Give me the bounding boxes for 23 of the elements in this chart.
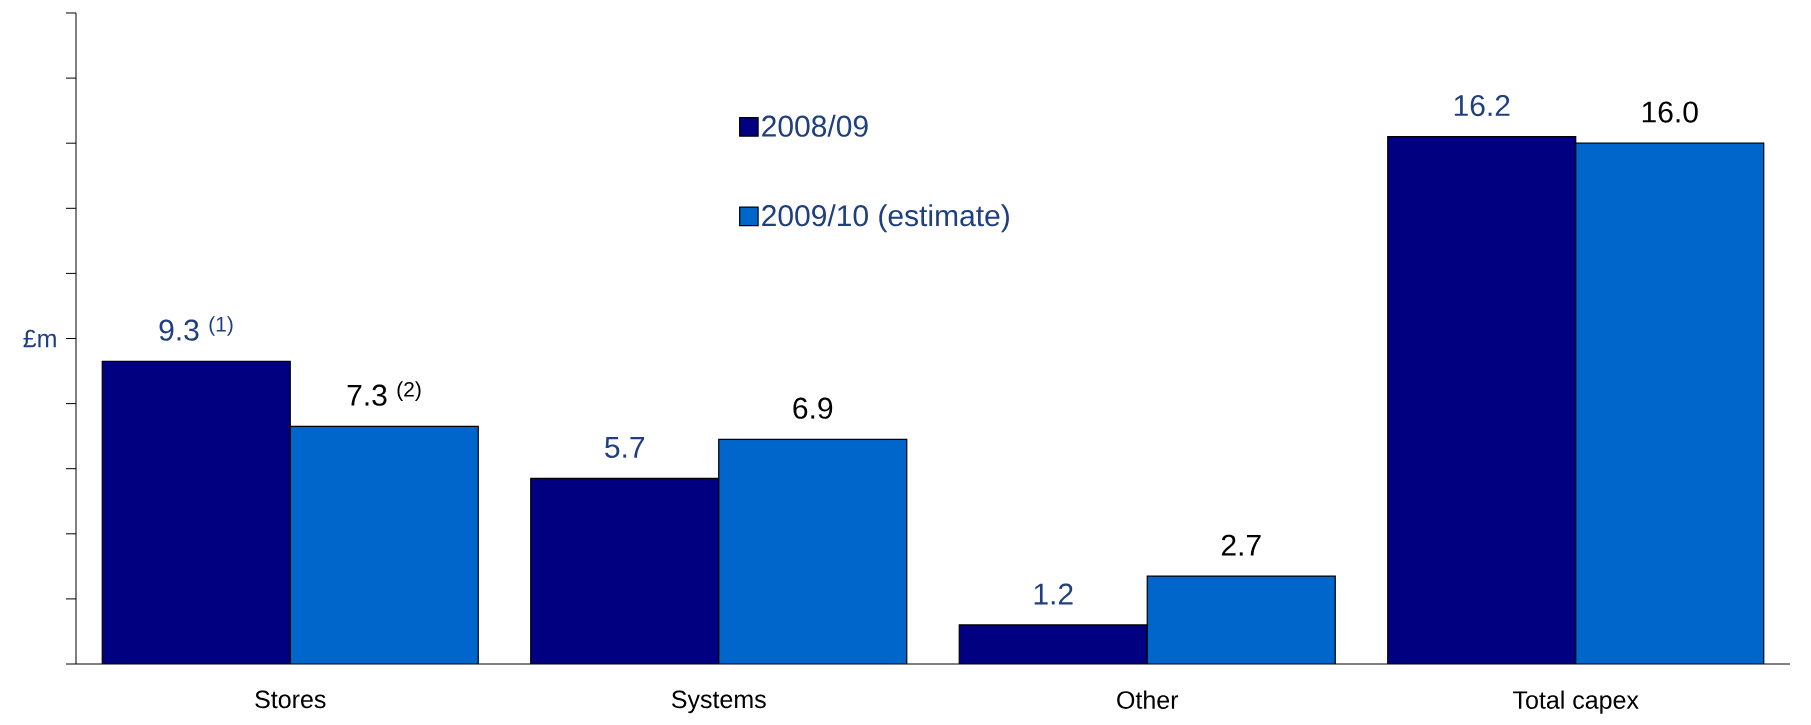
x-tick-label: Total capex xyxy=(1513,690,1639,714)
y-axis-title: £m xyxy=(23,329,56,348)
legend-label: 2009/10 (estimate) xyxy=(762,204,1009,233)
data-label: 16.0 xyxy=(1642,101,1698,123)
data-label: 7.3 $^{(2)}$ xyxy=(347,381,421,406)
data-label: 6.9 xyxy=(793,397,833,419)
legend-label: 2008/09 xyxy=(762,114,868,137)
bar xyxy=(1575,142,1765,664)
x-tick-label: Stores xyxy=(255,690,326,709)
bar xyxy=(530,478,719,664)
x-tick-label: Systems xyxy=(671,690,766,714)
bar xyxy=(959,624,1148,664)
data-label: 2.7 xyxy=(1221,534,1261,556)
bar xyxy=(102,361,291,664)
x-tick-label: Other xyxy=(1117,690,1179,709)
bar xyxy=(290,426,479,664)
data-label: 16.2 xyxy=(1454,94,1510,117)
data-label: 1.2 xyxy=(1034,583,1073,605)
bar xyxy=(718,439,907,664)
bar xyxy=(1387,136,1577,664)
data-label: 5.7 xyxy=(605,437,645,458)
bar xyxy=(1147,576,1336,664)
data-label: 9.3 $^{(1)}$ xyxy=(159,316,233,341)
